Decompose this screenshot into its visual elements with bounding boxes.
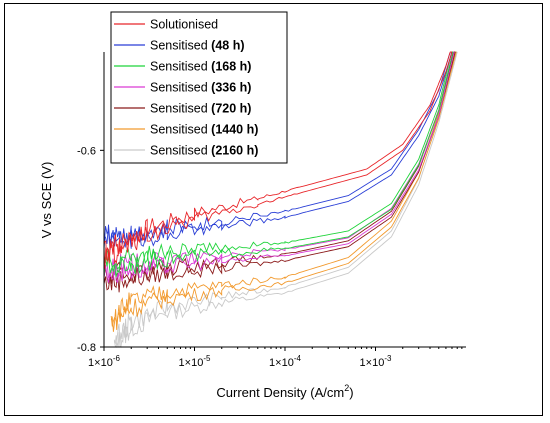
y-tick-label: -0.6 <box>77 145 96 157</box>
x-axis-title-end: ) <box>349 385 353 400</box>
series-curve <box>113 51 458 348</box>
axes-group: -0.6 -0.81×10-6 1×10-5 1×10-4 1×10-3 <box>77 52 466 369</box>
x-tick-label: 1×10-6 <box>88 354 120 369</box>
legend-label: Sensitised (48 h) <box>150 39 245 53</box>
series-curve <box>103 51 454 272</box>
legend-label: Sensitised (168 h) <box>150 60 251 74</box>
legend-label: Sensitised (336 h) <box>150 81 251 95</box>
legend-label: Solutionised <box>150 18 218 32</box>
curves-group <box>103 51 458 348</box>
y-axis-title: V vs SCE (V) <box>39 162 54 239</box>
x-tick-label: 1×10-4 <box>269 354 301 369</box>
y-tick-label: -0.8 <box>77 342 96 354</box>
x-axis-title-main: Current Density (A/cm <box>216 385 344 400</box>
series-curve <box>103 51 454 277</box>
x-tick-label: 1×10-3 <box>360 354 392 369</box>
x-axis-title: Current Density (A/cm2) <box>216 383 353 400</box>
series-curve <box>103 51 453 251</box>
series-curve <box>103 51 453 269</box>
x-tick-label: 1×10-5 <box>179 354 211 369</box>
x-axis-title-sup: 2 <box>344 383 349 393</box>
legend: Solutionised Sensitised (48 h) Sensitised … <box>110 11 288 164</box>
series-curve <box>103 51 455 284</box>
series-curve <box>103 51 452 263</box>
legend-label: Sensitised (1440 h) <box>150 123 258 137</box>
legend-label: Sensitised (2160 h) <box>150 144 258 158</box>
legend-label: Sensitised (720 h) <box>150 102 251 116</box>
series-curve <box>110 51 457 332</box>
